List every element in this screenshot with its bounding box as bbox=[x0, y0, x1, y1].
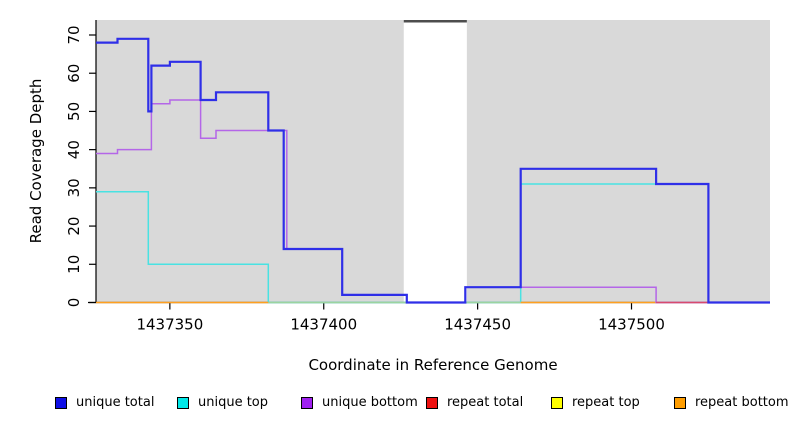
x-tick-label: 1437350 bbox=[136, 316, 203, 334]
legend-label-unique-bottom: unique bottom bbox=[322, 395, 418, 410]
y-axis-title: Read Coverage Depth bbox=[27, 78, 45, 244]
legend-item-repeat-bottom: repeat bottom bbox=[674, 394, 789, 412]
y-tick-label: 20 bbox=[65, 217, 83, 236]
gap-region-top-bar bbox=[403, 20, 467, 23]
legend-item-unique-bottom: unique bottom bbox=[301, 394, 418, 412]
legend-swatch-unique-total bbox=[55, 397, 67, 409]
legend-label-repeat-total: repeat total bbox=[447, 395, 524, 410]
legend-item-repeat-top: repeat top bbox=[551, 394, 640, 412]
y-tick-label: 70 bbox=[65, 25, 83, 44]
legend-swatch-repeat-top bbox=[551, 397, 563, 409]
legend-swatch-unique-top bbox=[177, 397, 189, 409]
x-tick-label: 1437400 bbox=[290, 316, 357, 334]
chart-canvas: 0 10 20 30 40 50 60 70 1437350 1437400 1437450 1437… bbox=[65, 20, 770, 334]
series-unique-total-line bbox=[96, 37, 770, 304]
y-tick-label: 30 bbox=[65, 178, 83, 197]
x-axis-title: Coordinate in Reference Genome bbox=[308, 356, 558, 374]
x-tick-label: 1437450 bbox=[444, 316, 511, 334]
y-tick-label: 60 bbox=[65, 64, 83, 83]
chart-legend: unique total unique top unique bottom repea… bbox=[0, 394, 792, 418]
legend-label-unique-top: unique top bbox=[198, 395, 269, 410]
legend-item-unique-total: unique total bbox=[55, 394, 154, 412]
x-tick-label: 1437500 bbox=[598, 316, 665, 334]
y-tick-label: 10 bbox=[65, 255, 83, 274]
y-tick-label: 0 bbox=[65, 298, 83, 308]
y-tick-label: 40 bbox=[65, 140, 83, 159]
legend-swatch-unique-bottom bbox=[301, 397, 313, 409]
legend-item-repeat-total: repeat total bbox=[426, 394, 523, 412]
legend-swatch-repeat-bottom bbox=[674, 397, 686, 409]
y-tick-label: 50 bbox=[65, 102, 83, 121]
legend-item-unique-top: unique top bbox=[177, 394, 268, 412]
legend-label-unique-total: unique total bbox=[76, 395, 155, 410]
legend-label-repeat-bottom: repeat bottom bbox=[695, 395, 789, 410]
gap-region bbox=[403, 20, 467, 303]
legend-label-repeat-top: repeat top bbox=[572, 395, 640, 410]
legend-swatch-repeat-total bbox=[426, 397, 438, 409]
